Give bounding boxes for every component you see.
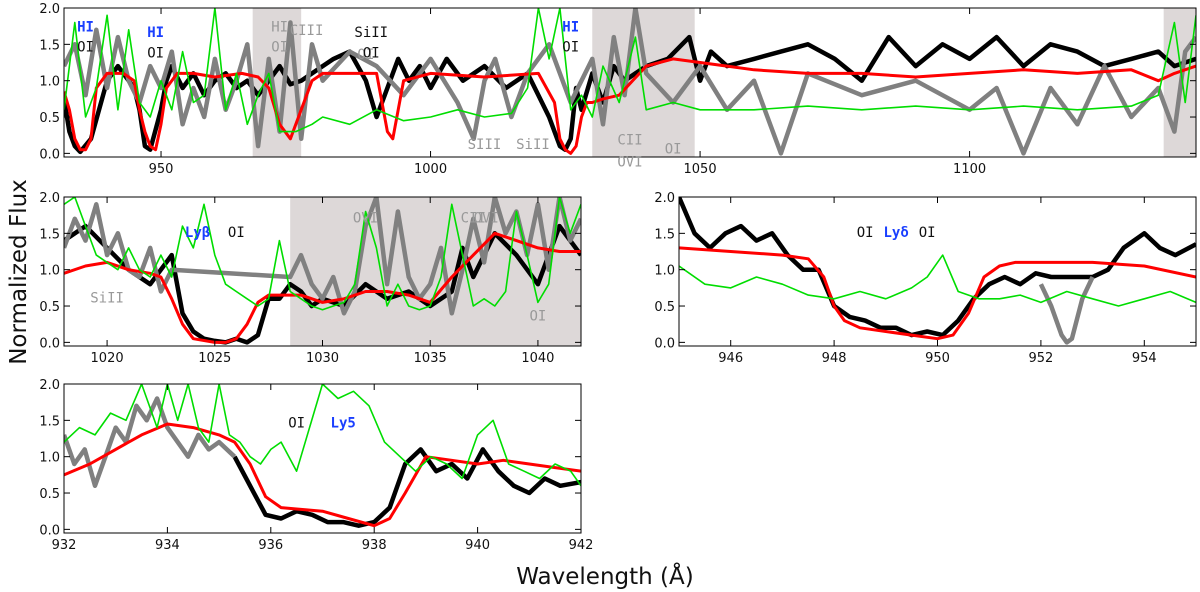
- series-data-line: [232, 447, 581, 528]
- line-annotation: OVI: [353, 210, 378, 226]
- x-tick-label: 940: [465, 538, 490, 553]
- chart-panels: 950 1000 1050 1100 0.0 0.5 1.0 1.5 2.0 HI OI HI OI HI…: [39, 2, 1197, 553]
- line-annotation: HI: [77, 19, 94, 35]
- y-tick-label: 0.0: [39, 336, 60, 351]
- line-annotation: OI: [665, 141, 682, 157]
- line-annotation: Lyδ: [883, 225, 908, 241]
- line-annotation: CII: [617, 133, 642, 149]
- x-tick-label: 934: [155, 538, 180, 553]
- plot-area-lyd: [679, 197, 1196, 345]
- line-annotation: OVI: [617, 154, 642, 170]
- y-tick-label: 0.0: [39, 523, 60, 538]
- series-error-line: [679, 254, 1196, 307]
- series-model-line: [679, 246, 1196, 341]
- plot-area-ly5: [64, 384, 581, 528]
- series-model-line: [64, 57, 1196, 155]
- x-tick-label: 950: [149, 162, 174, 177]
- line-annotation: CIII: [290, 23, 324, 39]
- line-annotation: OI: [562, 40, 579, 56]
- y-tick-label: 1.0: [39, 451, 60, 466]
- x-tick-label: 1000: [414, 162, 447, 177]
- y-tick-label: 0.5: [39, 111, 60, 126]
- line-annotation: OI: [147, 45, 164, 61]
- x-tick-label: 946: [718, 351, 743, 366]
- series-model-line: [64, 231, 581, 344]
- panel-lyd: 946 948 950 952 954 0.0 0.5 1.0 1.5 2.0 OI Lyδ OI: [654, 191, 1197, 366]
- y-tick-label: 1.0: [39, 75, 60, 90]
- line-annotation: Lyβ: [185, 225, 210, 241]
- series-error-line: [64, 197, 581, 311]
- line-annotation: OI: [363, 45, 380, 61]
- y-tick-label: 0.5: [39, 487, 60, 502]
- y-tick-label: 0.5: [654, 300, 675, 315]
- line-annotation: SIII: [468, 137, 502, 153]
- x-tick-label: 952: [1028, 351, 1053, 366]
- y-tick-label: 2.0: [39, 2, 60, 17]
- y-tick-label: 0.0: [654, 336, 675, 351]
- x-tick-label: 942: [569, 538, 594, 553]
- y-tick-label: 2.0: [654, 191, 675, 206]
- series-error-line: [64, 384, 581, 487]
- series-masked-line: [64, 396, 237, 489]
- x-tick-label: 954: [1132, 351, 1157, 366]
- x-axis-label: Wavelength (Å): [516, 562, 693, 590]
- line-annotation: OI: [77, 40, 94, 56]
- series-model-line: [64, 422, 581, 528]
- line-annotation: HI: [271, 19, 288, 35]
- line-annotation: OI: [529, 309, 546, 325]
- x-tick-label: 1020: [91, 351, 124, 366]
- y-tick-label: 1.5: [39, 38, 60, 53]
- y-tick-label: 1.5: [39, 227, 60, 242]
- series-error-line: [64, 8, 1196, 133]
- x-tick-label: 1025: [198, 351, 231, 366]
- x-tick-label: 1100: [953, 162, 986, 177]
- plot-area-lyb: [64, 197, 581, 346]
- line-annotation: OVI: [474, 210, 499, 226]
- line-annotation: SiII: [90, 290, 124, 306]
- x-tick-label: 1050: [684, 162, 717, 177]
- line-annotation: HI: [562, 19, 579, 35]
- panel-frame: [678, 196, 1197, 347]
- line-annotation: OI: [919, 225, 936, 241]
- line-annotation: OI: [228, 225, 245, 241]
- line-annotation: OI: [357, 47, 374, 63]
- y-tick-label: 1.0: [654, 264, 675, 279]
- x-tick-label: 938: [362, 538, 387, 553]
- series-masked-line: [64, 8, 1196, 156]
- y-axis-label: Normalized Flux: [6, 179, 32, 365]
- line-annotation: OI: [288, 416, 305, 432]
- plot-area-top: [64, 8, 1196, 157]
- line-annotation: HI: [147, 25, 164, 41]
- y-tick-label: 1.5: [39, 414, 60, 429]
- panel-ly5: 932 934 936 938 940 942 0.0 0.5 1.0 1.5 2.0 OI Ly5: [39, 378, 593, 553]
- line-annotation: Ly5: [331, 416, 356, 432]
- line-annotation: CII: [461, 210, 486, 226]
- x-tick-label: 932: [52, 538, 77, 553]
- line-annotation: OI: [271, 40, 288, 56]
- panel-frame: [63, 7, 1197, 158]
- y-tick-label: 2.0: [39, 191, 60, 206]
- line-annotation: SiII: [516, 137, 550, 153]
- line-annotation: OI: [857, 225, 874, 241]
- series-data-line: [679, 197, 1196, 338]
- panel-frame: [63, 383, 582, 534]
- y-tick-label: 2.0: [39, 378, 60, 393]
- line-annotation: SiII: [354, 25, 388, 41]
- x-tick-label: 950: [925, 351, 950, 366]
- x-tick-label: 936: [258, 538, 283, 553]
- series-masked-line: [1038, 276, 1095, 345]
- y-tick-label: 1.5: [654, 227, 675, 242]
- panel-lyb: 1020 1025 1030 1035 1040 0.0 0.5 1.0 1.5 2.0 Lyβ OI…: [39, 191, 582, 366]
- x-tick-label: 1035: [414, 351, 447, 366]
- y-tick-label: 1.0: [39, 264, 60, 279]
- panel-top: 950 1000 1050 1100 0.0 0.5 1.0 1.5 2.0 HI OI HI OI HI…: [39, 2, 1197, 177]
- y-tick-label: 0.5: [39, 300, 60, 315]
- x-tick-label: 1040: [521, 351, 554, 366]
- y-tick-label: 0.0: [39, 147, 60, 162]
- x-tick-label: 1030: [306, 351, 339, 366]
- x-tick-label: 948: [822, 351, 847, 366]
- series-masked-line: [64, 197, 581, 316]
